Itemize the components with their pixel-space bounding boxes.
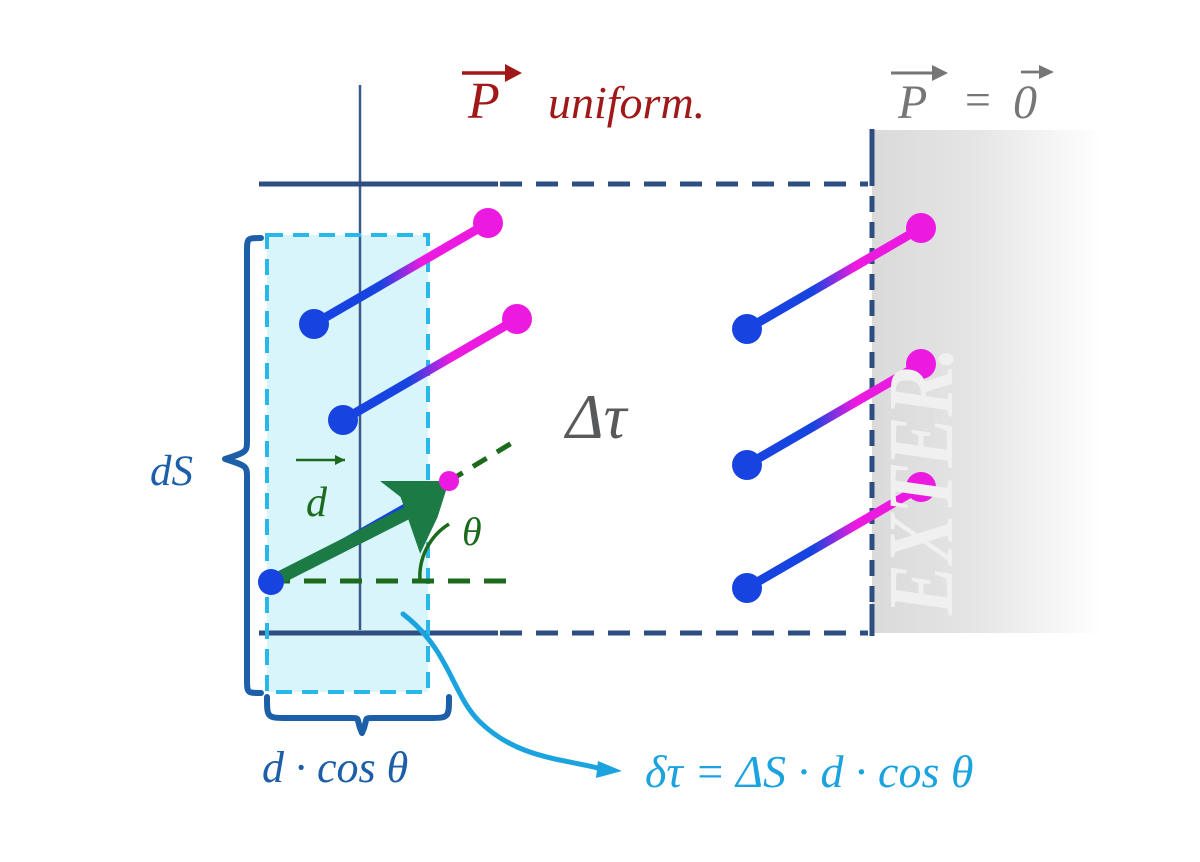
svg-text:P: P <box>897 76 927 129</box>
svg-text:d · cos θ: d · cos θ <box>262 743 408 792</box>
svg-text:uniform.: uniform. <box>548 77 705 128</box>
svg-text:δτ = ΔS · d · cos θ: δτ = ΔS · d · cos θ <box>645 746 973 797</box>
svg-text:P: P <box>467 73 500 130</box>
svg-text:=: = <box>962 74 993 125</box>
svg-text:d: d <box>306 480 328 526</box>
svg-text:Δτ: Δτ <box>563 381 629 452</box>
svg-text:θ: θ <box>462 509 482 554</box>
svg-text:0: 0 <box>1013 76 1037 129</box>
svg-text:EXTER.: EXTER. <box>870 347 973 616</box>
svg-text:dS: dS <box>150 448 193 495</box>
